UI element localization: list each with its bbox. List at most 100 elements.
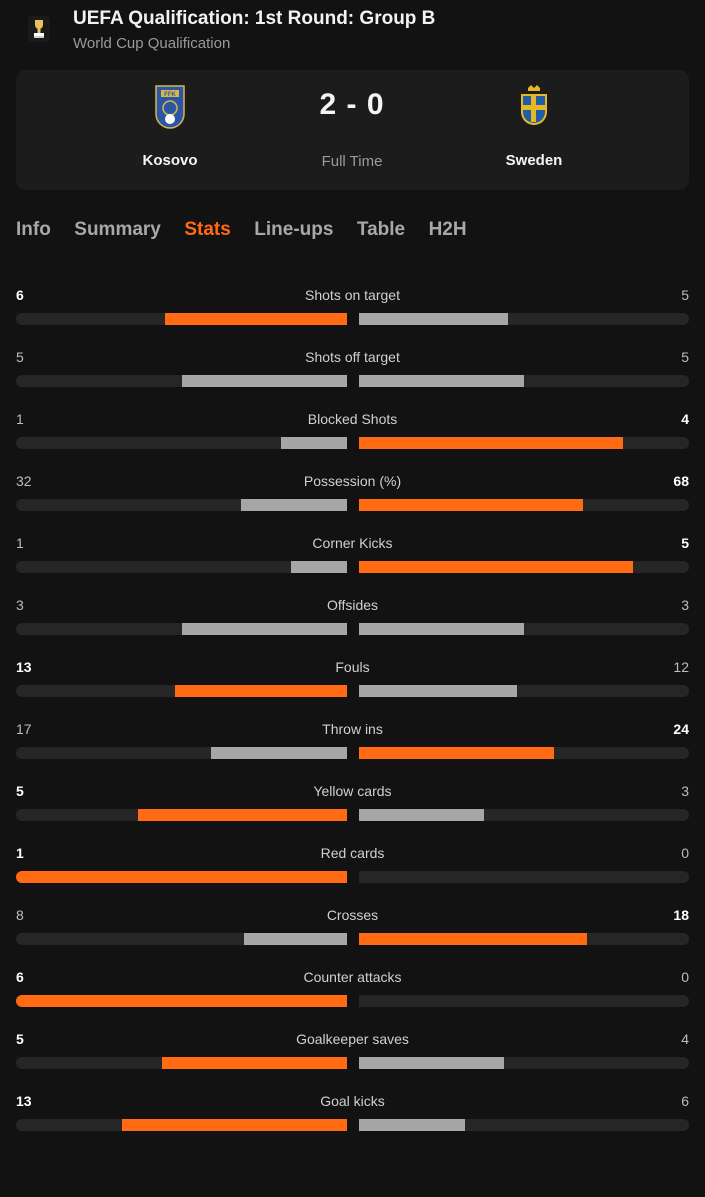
away-stat-value: 0 [681, 969, 689, 985]
sweden-crest-icon [521, 85, 547, 125]
tab-table[interactable]: Table [356, 219, 406, 240]
away-stat-value: 0 [681, 845, 689, 861]
away-stat-track [359, 313, 689, 325]
tab-stats[interactable]: Stats [184, 219, 231, 240]
tab-h2h[interactable]: H2H [428, 219, 467, 240]
competition-title[interactable]: UEFA Qualification: 1st Round: Group B [73, 8, 436, 29]
stat-label: Crosses [326, 907, 379, 923]
competition-subtitle: World Cup Qualification [73, 35, 231, 52]
competition-header: UEFA Qualification: 1st Round: Group B W… [0, 0, 705, 68]
stat-label: Goal kicks [320, 1093, 385, 1109]
svg-text:FFK: FFK [164, 92, 176, 98]
home-stat-track [16, 375, 347, 387]
away-stat-track [359, 375, 689, 387]
home-stat-track [16, 933, 347, 945]
home-stat-bar [161, 1057, 347, 1069]
stat-label: Possession (%) [303, 473, 402, 489]
away-stat-bar [359, 623, 524, 635]
stat-row: 1 Red cards 0 [16, 844, 689, 906]
tab-info[interactable]: Info [16, 219, 51, 240]
tab-line-ups[interactable]: Line-ups [254, 219, 334, 240]
away-stat-track [359, 871, 689, 883]
home-stat-bar [280, 437, 347, 449]
stat-row: 5 Goalkeeper saves 4 [16, 1030, 689, 1092]
home-stat-bar [138, 809, 347, 821]
home-stat-bar [164, 313, 347, 325]
away-stat-bar [359, 685, 518, 697]
home-stat-value: 3 [16, 597, 24, 613]
home-stat-track [16, 685, 347, 697]
home-stat-bar [211, 747, 347, 759]
home-stat-track [16, 623, 347, 635]
stat-row: 6 Counter attacks 0 [16, 968, 689, 1030]
home-stat-bar [16, 995, 347, 1007]
home-stat-bar [121, 1119, 347, 1131]
kosovo-ffk-crest-icon: FFK [155, 85, 185, 129]
away-stat-value: 6 [681, 1093, 689, 1109]
away-stat-value: 5 [681, 349, 689, 365]
home-stat-value: 5 [16, 783, 24, 799]
stat-row: 6 Shots on target 5 [16, 286, 689, 348]
stat-row: 1 Blocked Shots 4 [16, 410, 689, 472]
home-stat-track [16, 809, 347, 821]
away-team-name: Sweden [505, 152, 563, 169]
tab-summary[interactable]: Summary [74, 219, 161, 240]
home-stat-track [16, 499, 347, 511]
away-stat-value: 5 [681, 287, 689, 303]
home-stat-value: 6 [16, 287, 24, 303]
stat-label: Goalkeeper saves [296, 1031, 409, 1047]
away-stat-bar [359, 313, 508, 325]
away-stat-track [359, 623, 689, 635]
away-stat-bar [359, 437, 623, 449]
home-stat-track [16, 1057, 347, 1069]
home-stat-value: 5 [16, 349, 24, 365]
stat-label: Shots off target [305, 349, 400, 365]
stat-row: 32 Possession (%) 68 [16, 472, 689, 534]
home-stat-value: 5 [16, 1031, 24, 1047]
away-stat-bar [359, 375, 524, 387]
home-stat-value: 32 [16, 473, 32, 489]
home-stat-bar [244, 933, 347, 945]
away-stat-value: 3 [681, 783, 689, 799]
away-stat-bar [359, 561, 633, 573]
away-stat-value: 18 [673, 907, 689, 923]
away-stat-bar [359, 933, 587, 945]
stat-label: Fouls [335, 659, 370, 675]
home-stat-bar [174, 685, 347, 697]
away-stat-value: 24 [673, 721, 689, 737]
home-stat-track [16, 561, 347, 573]
match-status: Full Time [321, 153, 383, 170]
stat-row: 3 Offsides 3 [16, 596, 689, 658]
tab-bar: Info Summary Stats Line-ups Table H2H [16, 219, 486, 245]
home-stat-track [16, 1119, 347, 1131]
stat-row: 1 Corner Kicks 5 [16, 534, 689, 596]
away-stat-bar [359, 747, 554, 759]
home-stat-bar [181, 375, 347, 387]
home-stat-value: 17 [16, 721, 32, 737]
match-score: 2 - 0 [319, 88, 385, 121]
home-stat-bar [241, 499, 347, 511]
away-stat-value: 4 [681, 1031, 689, 1047]
away-stat-bar [359, 1119, 465, 1131]
home-stat-track [16, 437, 347, 449]
stats-list: 6 Shots on target 5 5 Shots off target 5 1 Bloc… [16, 286, 689, 1154]
away-stat-track [359, 995, 689, 1007]
stat-label: Throw ins [322, 721, 383, 737]
home-stat-track [16, 871, 347, 883]
away-stat-bar [359, 499, 584, 511]
away-stat-track [359, 1057, 689, 1069]
home-stat-value: 13 [16, 659, 32, 675]
stat-label: Offsides [326, 597, 379, 613]
away-stat-track [359, 809, 689, 821]
away-stat-bar [359, 1057, 505, 1069]
stat-row: 17 Throw ins 24 [16, 720, 689, 782]
home-stat-value: 1 [16, 535, 24, 551]
away-stat-value: 3 [681, 597, 689, 613]
away-stat-track [359, 1119, 689, 1131]
home-team-name: Kosovo [142, 152, 198, 169]
stat-row: 5 Shots off target 5 [16, 348, 689, 410]
world-cup-trophy-icon [28, 16, 50, 42]
home-stat-value: 1 [16, 411, 24, 427]
away-stat-track [359, 747, 689, 759]
away-stat-bar [359, 809, 485, 821]
